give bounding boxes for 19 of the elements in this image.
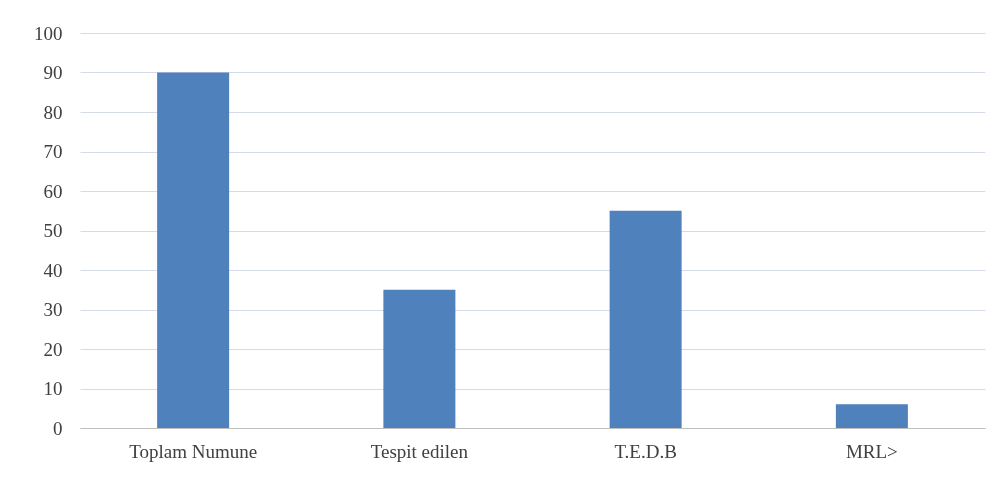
y-tick-label: 80 — [43, 101, 63, 123]
bar — [609, 210, 682, 428]
bar — [383, 289, 456, 428]
x-tick-label: Tespit edilen — [370, 440, 469, 462]
y-tick-label: 30 — [43, 299, 63, 320]
y-tick-label: 40 — [43, 259, 63, 281]
x-tick-label: Toplam Numune — [129, 440, 258, 462]
x-tick-label: MRL> — [845, 440, 898, 462]
y-tick-label: 100 — [34, 22, 63, 44]
y-tick-label: 20 — [43, 338, 63, 360]
y-tick-label: 0 — [53, 417, 63, 439]
y-tick-label: 90 — [43, 62, 63, 83]
y-tick-label: 50 — [43, 220, 63, 241]
bar — [157, 72, 230, 428]
y-tick-label: 60 — [43, 180, 63, 202]
y-tick-label: 10 — [43, 378, 63, 399]
bar — [835, 404, 908, 428]
x-tick-label: T.E.D.B — [614, 440, 677, 462]
y-tick-label: 70 — [43, 141, 63, 162]
